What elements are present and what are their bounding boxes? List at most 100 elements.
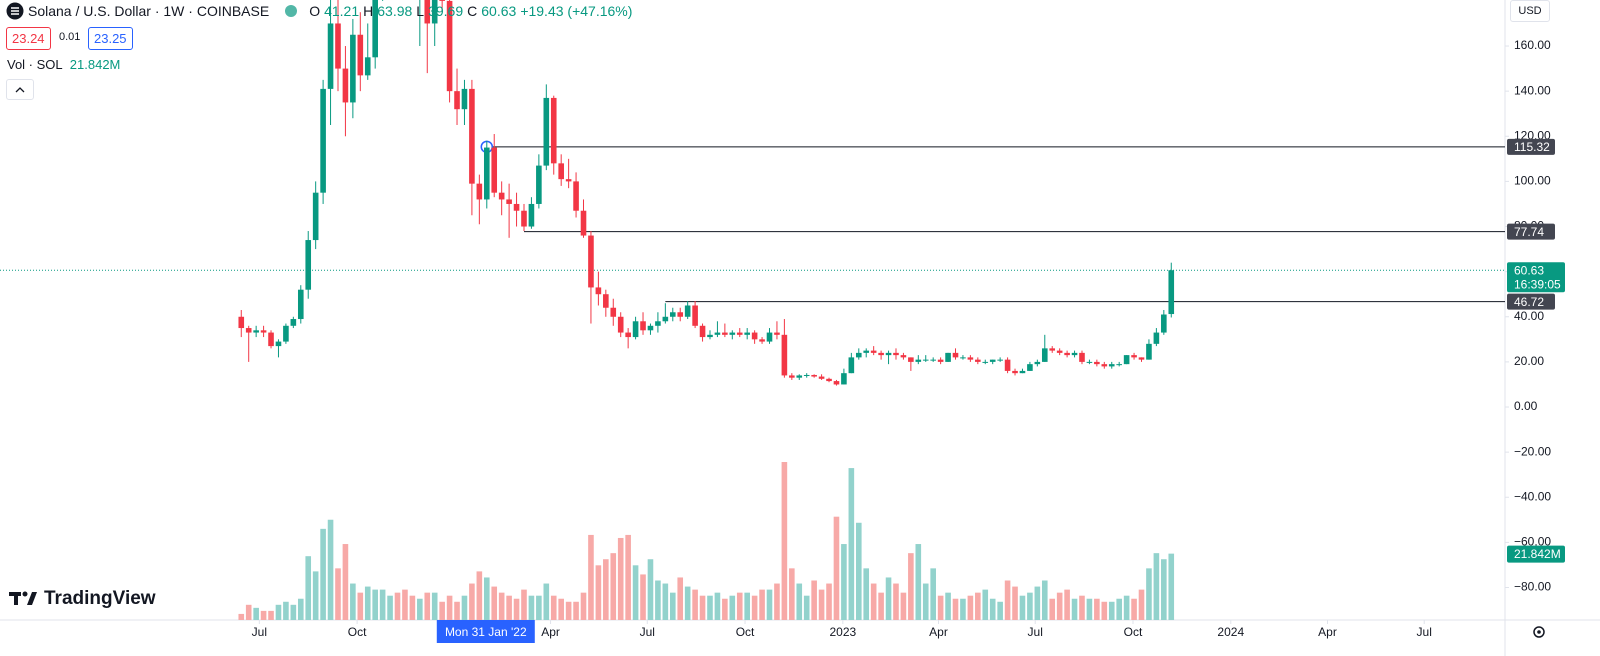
volume-bar <box>781 462 788 620</box>
volume-bar <box>305 556 312 620</box>
candle-body <box>848 357 855 374</box>
sell-button[interactable]: 23.24 <box>6 27 51 50</box>
candle-body <box>863 350 870 353</box>
volume-bar <box>1146 568 1152 620</box>
volume-bar <box>238 613 245 620</box>
volume-bar <box>863 568 870 620</box>
candle-body <box>684 305 691 317</box>
candle-body <box>1071 352 1078 356</box>
price-tag-label: 115.32 <box>1514 140 1550 154</box>
ohlc-letter: C <box>467 3 478 19</box>
volume-bar <box>372 589 378 620</box>
candle-body <box>722 332 728 335</box>
candle-body <box>372 0 378 58</box>
candle-body <box>908 357 914 362</box>
volume-bar <box>469 583 475 620</box>
candle-body <box>744 332 750 335</box>
volume-bar <box>1056 592 1063 620</box>
candle-body <box>1034 361 1041 365</box>
candle-body <box>930 359 936 361</box>
candle-body <box>446 0 453 92</box>
candle-body <box>640 321 646 331</box>
candle-body <box>1056 350 1063 353</box>
y-tick-label: −60.00 <box>1514 535 1551 549</box>
volume-bar <box>811 580 817 620</box>
candle-body <box>647 325 654 331</box>
volume-bar <box>1012 586 1018 620</box>
candle-body <box>513 203 520 211</box>
x-tick-label: Apr <box>541 625 560 639</box>
ohlc-letter: L <box>416 3 425 19</box>
settings-icon[interactable] <box>1533 626 1545 638</box>
volume-bar <box>424 592 431 620</box>
collapse-button[interactable] <box>6 79 34 100</box>
x-tick-label: Jul <box>1028 625 1043 639</box>
volume-bar <box>543 583 550 620</box>
volume-bar <box>997 601 1003 620</box>
candle-body <box>878 352 884 356</box>
volume-bar <box>409 595 416 620</box>
candle-body <box>238 316 245 329</box>
candle-body <box>893 352 899 356</box>
candle-body <box>967 357 974 360</box>
volume-bar <box>1101 601 1108 620</box>
brand-name: TradingView <box>44 588 156 609</box>
volume-bar <box>446 595 453 620</box>
volume-bar <box>617 537 624 620</box>
y-tick-label: −80.00 <box>1514 580 1551 594</box>
candle-body <box>431 0 438 24</box>
volume-bar <box>677 577 684 620</box>
chevron-icon <box>15 87 25 93</box>
volume-bar <box>580 592 587 620</box>
market-status <box>285 5 298 17</box>
buy-button[interactable]: 23.25 <box>88 27 133 50</box>
volume-bar <box>826 583 832 620</box>
symbol-title: Solana / U.S. Dollar · 1W · COINBASE <box>28 3 270 19</box>
candle-body <box>692 305 698 326</box>
candle-body <box>1064 352 1070 356</box>
volume-bar <box>513 598 520 620</box>
candle-body <box>595 287 602 295</box>
currency-button[interactable]: USD <box>1510 0 1550 22</box>
price-tag <box>1507 223 1555 240</box>
candle-body <box>253 330 259 333</box>
volume-bar <box>528 595 535 620</box>
candle-body <box>1041 348 1048 362</box>
y-tick-label: 140.00 <box>1514 83 1551 97</box>
candle-body <box>335 23 341 69</box>
volume-bar <box>707 595 713 620</box>
volume-bar <box>402 589 408 620</box>
candle-body <box>312 192 319 241</box>
volume-bar <box>1168 553 1175 620</box>
candle-body <box>729 332 736 335</box>
candle-body <box>1161 314 1167 333</box>
volume-bar <box>454 601 460 620</box>
volume-tag-label: 21.842M <box>1514 547 1561 561</box>
volume-bar <box>335 568 341 620</box>
price-tag <box>1507 138 1555 155</box>
countdown-label: 16:39:05 <box>1514 277 1561 291</box>
volume-bar <box>394 592 401 620</box>
candle-body <box>1123 355 1130 365</box>
candle-body <box>1004 359 1011 371</box>
candle-body <box>476 183 483 200</box>
x-tick-label: Oct <box>348 625 367 639</box>
candle-body <box>945 352 951 362</box>
candle-body <box>1146 343 1152 360</box>
x-tick-label: Oct <box>736 625 755 639</box>
candle-body <box>989 359 996 362</box>
candle-body <box>975 359 981 362</box>
candle-body <box>759 339 765 342</box>
volume-bar <box>268 610 274 620</box>
candle-body <box>870 350 877 353</box>
candle-body <box>982 361 989 363</box>
volume-bar <box>722 598 728 620</box>
volume-bar <box>729 595 736 620</box>
volume-bar <box>960 598 966 620</box>
volume-bar <box>506 595 512 620</box>
candle-body <box>841 373 847 385</box>
candle-body <box>952 352 959 358</box>
volume-bar <box>521 589 527 620</box>
volume-bar <box>1071 598 1078 620</box>
candle-body <box>439 0 445 1</box>
